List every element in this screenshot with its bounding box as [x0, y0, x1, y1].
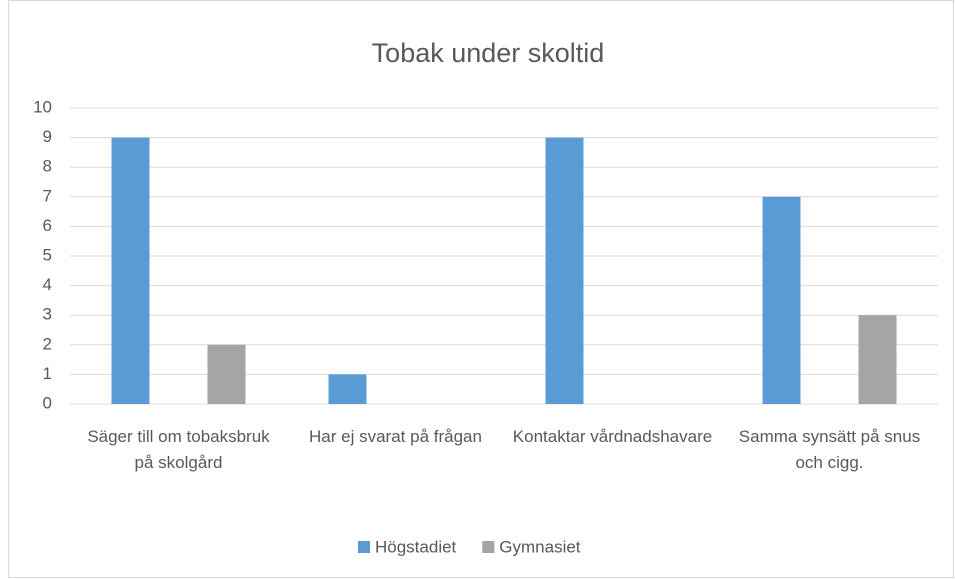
chart-border [8, 0, 954, 578]
y-tick-label: 2 [43, 334, 52, 353]
x-tick-label: Har ej svarat på frågan [309, 427, 482, 446]
y-tick-label: 3 [43, 305, 52, 324]
x-tick-label: Säger till om tobaksbruk på skolgård [87, 427, 270, 472]
x-tick-label: Kontaktar vårdnadshavare [512, 427, 713, 446]
y-tick-label: 9 [43, 127, 52, 146]
y-tick-label: 5 [43, 245, 52, 264]
legend-label: Gymnasiet [499, 537, 581, 556]
y-tick-label: 4 [43, 275, 52, 294]
bar [858, 315, 897, 404]
y-tick-label: 8 [43, 157, 52, 176]
bar [328, 374, 367, 404]
chart-title: Tobak under skoltid [372, 38, 605, 68]
bar [762, 196, 801, 404]
y-tick-label: 6 [43, 216, 52, 235]
bar [207, 344, 246, 404]
y-tick-label: 1 [43, 364, 52, 383]
legend-swatch [482, 541, 495, 553]
legend-swatch [358, 541, 370, 553]
x-tick-label: Samma synsätt på snus och cigg. [738, 427, 921, 472]
y-tick-label: 10 [33, 97, 52, 116]
legend-label: Högstadiet [375, 537, 457, 556]
y-tick-label: 0 [43, 393, 52, 412]
bar [111, 137, 150, 404]
bar [545, 137, 584, 404]
y-tick-label: 7 [43, 186, 52, 205]
